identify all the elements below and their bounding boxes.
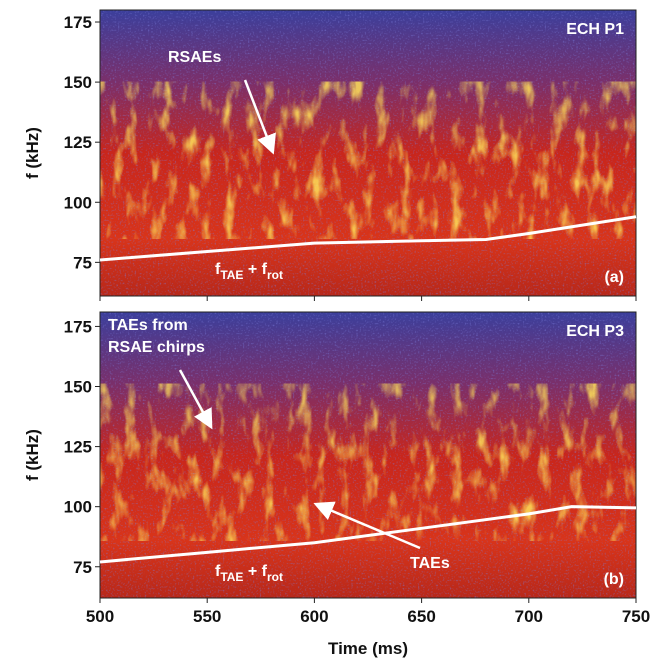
annotation-arrow bbox=[243, 79, 276, 155]
panel-label: (b) bbox=[604, 571, 624, 588]
panel-tag: ECH P1 bbox=[566, 21, 624, 38]
curve bbox=[99, 505, 637, 564]
curve-label-part: rot bbox=[267, 268, 283, 282]
x-tick-label: 600 bbox=[300, 607, 328, 626]
curve-label: fTAE + frot bbox=[215, 261, 283, 282]
curve-label-part: rot bbox=[267, 570, 283, 584]
x-axis-label: Time (ms) bbox=[328, 639, 408, 658]
y-tick-label: 175 bbox=[64, 317, 92, 336]
y-axis-label: f (kHz) bbox=[23, 429, 42, 481]
panel: 75 100 125 150 175 500 550 600 650 700 750 f (kHz) T… bbox=[23, 311, 650, 658]
y-tick-label: 75 bbox=[73, 558, 92, 577]
y-tick-label: 150 bbox=[64, 378, 92, 397]
x-tick-label: 750 bbox=[622, 607, 650, 626]
curve bbox=[99, 215, 637, 262]
y-tick-label: 100 bbox=[64, 193, 92, 212]
panel-tag: ECH P3 bbox=[566, 323, 624, 340]
curve-label-part: f bbox=[215, 563, 221, 580]
plot-frame bbox=[99, 9, 637, 297]
y-tick-label: 150 bbox=[64, 73, 92, 92]
curve-label-part: + f bbox=[243, 563, 267, 580]
panel-label: (a) bbox=[604, 269, 624, 286]
annotation: TAEs bbox=[410, 555, 450, 572]
x-tick-label: 550 bbox=[193, 607, 221, 626]
y-tick-label: 100 bbox=[64, 498, 92, 517]
panel: 75 100 125 150 175 f (kHz) ECH P1 (a) RSAEs fTAE … bbox=[23, 9, 637, 301]
annotation: RSAEs bbox=[168, 49, 221, 66]
y-tick-label: 125 bbox=[64, 133, 92, 152]
curve-label-part: TAE bbox=[220, 570, 243, 584]
y-axis-label: f (kHz) bbox=[23, 127, 42, 179]
plot-frame bbox=[99, 311, 637, 599]
y-tick-label: 125 bbox=[64, 438, 92, 457]
x-tick-label: 500 bbox=[86, 607, 114, 626]
curve-label-part: TAE bbox=[220, 268, 243, 282]
spectrogram-modes bbox=[100, 383, 636, 541]
curve-label: fTAE + frot bbox=[215, 563, 283, 584]
annotation-arrow bbox=[313, 501, 421, 550]
curve-label-part: f bbox=[215, 261, 221, 278]
spectrogram-modes bbox=[100, 81, 636, 239]
x-tick-label: 700 bbox=[515, 607, 543, 626]
curve-label-part: + f bbox=[243, 261, 267, 278]
annotation-arrow bbox=[178, 369, 213, 430]
annotation: TAEs from bbox=[108, 317, 188, 334]
y-tick-label: 75 bbox=[73, 253, 92, 272]
annotation: RSAE chirps bbox=[108, 339, 205, 356]
y-tick-label: 175 bbox=[64, 13, 92, 32]
x-tick-label: 650 bbox=[407, 607, 435, 626]
